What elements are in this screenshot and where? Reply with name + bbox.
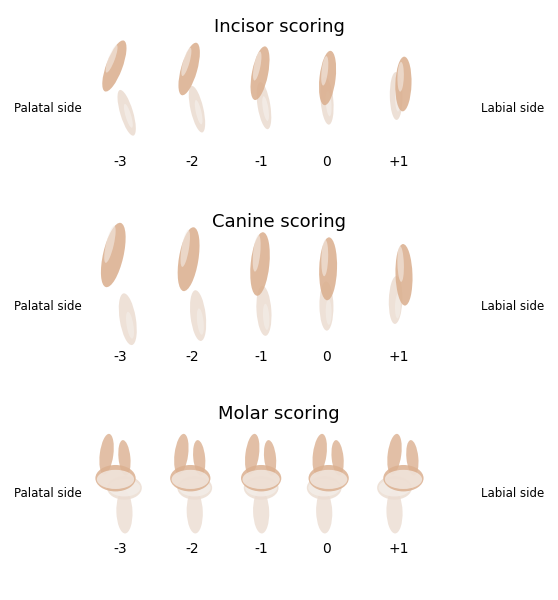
Ellipse shape: [257, 82, 271, 129]
Ellipse shape: [253, 490, 269, 533]
Text: Palatal side: Palatal side: [14, 299, 81, 313]
Ellipse shape: [243, 470, 280, 489]
Text: Labial side: Labial side: [481, 299, 544, 313]
Text: -2: -2: [186, 542, 199, 556]
Ellipse shape: [307, 476, 341, 500]
Text: 0: 0: [322, 542, 331, 556]
Ellipse shape: [319, 238, 337, 300]
Ellipse shape: [189, 86, 205, 133]
Ellipse shape: [197, 308, 204, 335]
Text: -2: -2: [186, 350, 199, 364]
Ellipse shape: [119, 293, 137, 345]
Ellipse shape: [170, 465, 210, 491]
Text: -3: -3: [113, 542, 127, 556]
Ellipse shape: [101, 223, 126, 287]
Ellipse shape: [104, 226, 116, 263]
Ellipse shape: [174, 434, 189, 475]
Ellipse shape: [177, 476, 212, 500]
Ellipse shape: [187, 490, 203, 533]
Text: Labial side: Labial side: [481, 101, 544, 115]
Ellipse shape: [377, 476, 412, 500]
Text: +1: +1: [389, 155, 409, 169]
Ellipse shape: [326, 299, 331, 325]
Ellipse shape: [179, 43, 200, 95]
Ellipse shape: [387, 490, 402, 533]
Ellipse shape: [97, 470, 134, 489]
Ellipse shape: [244, 476, 278, 500]
Ellipse shape: [107, 476, 142, 500]
Ellipse shape: [406, 440, 418, 475]
Ellipse shape: [181, 47, 191, 76]
Ellipse shape: [245, 434, 259, 475]
Ellipse shape: [108, 479, 141, 496]
Text: 0: 0: [322, 155, 331, 169]
Text: 0: 0: [322, 350, 331, 364]
Ellipse shape: [95, 465, 136, 491]
Ellipse shape: [326, 91, 331, 116]
Ellipse shape: [395, 56, 412, 112]
Text: Labial side: Labial side: [481, 487, 544, 500]
Text: Canine scoring: Canine scoring: [212, 213, 346, 231]
Text: Palatal side: Palatal side: [14, 487, 81, 500]
Ellipse shape: [263, 304, 270, 330]
Ellipse shape: [177, 227, 200, 291]
Ellipse shape: [250, 232, 270, 296]
Ellipse shape: [118, 90, 136, 136]
Ellipse shape: [396, 244, 412, 305]
Text: -1: -1: [254, 542, 268, 556]
Ellipse shape: [310, 470, 347, 489]
Ellipse shape: [246, 479, 277, 496]
Ellipse shape: [319, 281, 334, 331]
Ellipse shape: [105, 45, 118, 73]
Text: -3: -3: [113, 350, 127, 364]
Ellipse shape: [172, 470, 209, 489]
Ellipse shape: [385, 470, 422, 489]
Text: -3: -3: [113, 155, 127, 169]
Text: Palatal side: Palatal side: [14, 101, 81, 115]
Ellipse shape: [378, 479, 410, 496]
Text: Molar scoring: Molar scoring: [218, 405, 340, 423]
Ellipse shape: [253, 52, 262, 80]
Ellipse shape: [316, 490, 332, 533]
Text: +1: +1: [389, 350, 409, 364]
Text: +1: +1: [389, 542, 409, 556]
Ellipse shape: [331, 440, 344, 475]
Ellipse shape: [190, 290, 206, 341]
Ellipse shape: [180, 230, 190, 267]
Ellipse shape: [251, 46, 270, 100]
Ellipse shape: [262, 96, 269, 121]
Ellipse shape: [241, 465, 281, 491]
Ellipse shape: [117, 490, 132, 533]
Text: -1: -1: [254, 155, 268, 169]
Ellipse shape: [193, 440, 205, 475]
Ellipse shape: [395, 86, 401, 112]
Ellipse shape: [395, 293, 401, 319]
Ellipse shape: [397, 246, 404, 282]
Ellipse shape: [253, 235, 261, 272]
Ellipse shape: [389, 276, 402, 324]
Ellipse shape: [308, 479, 340, 496]
Ellipse shape: [102, 40, 127, 92]
Ellipse shape: [195, 100, 203, 124]
Text: Incisor scoring: Incisor scoring: [214, 18, 344, 36]
Ellipse shape: [118, 440, 131, 475]
Ellipse shape: [390, 72, 402, 120]
Ellipse shape: [321, 56, 328, 86]
Ellipse shape: [312, 434, 327, 475]
Ellipse shape: [126, 312, 134, 338]
Ellipse shape: [397, 62, 404, 92]
Ellipse shape: [319, 51, 336, 105]
Ellipse shape: [309, 465, 349, 491]
Ellipse shape: [383, 465, 424, 491]
Ellipse shape: [179, 479, 210, 496]
Ellipse shape: [256, 286, 272, 336]
Text: -2: -2: [186, 155, 199, 169]
Ellipse shape: [264, 440, 276, 475]
Ellipse shape: [320, 77, 334, 125]
Ellipse shape: [387, 434, 402, 475]
Ellipse shape: [321, 240, 328, 276]
Ellipse shape: [124, 104, 133, 128]
Text: -1: -1: [254, 350, 268, 364]
Ellipse shape: [99, 434, 114, 475]
